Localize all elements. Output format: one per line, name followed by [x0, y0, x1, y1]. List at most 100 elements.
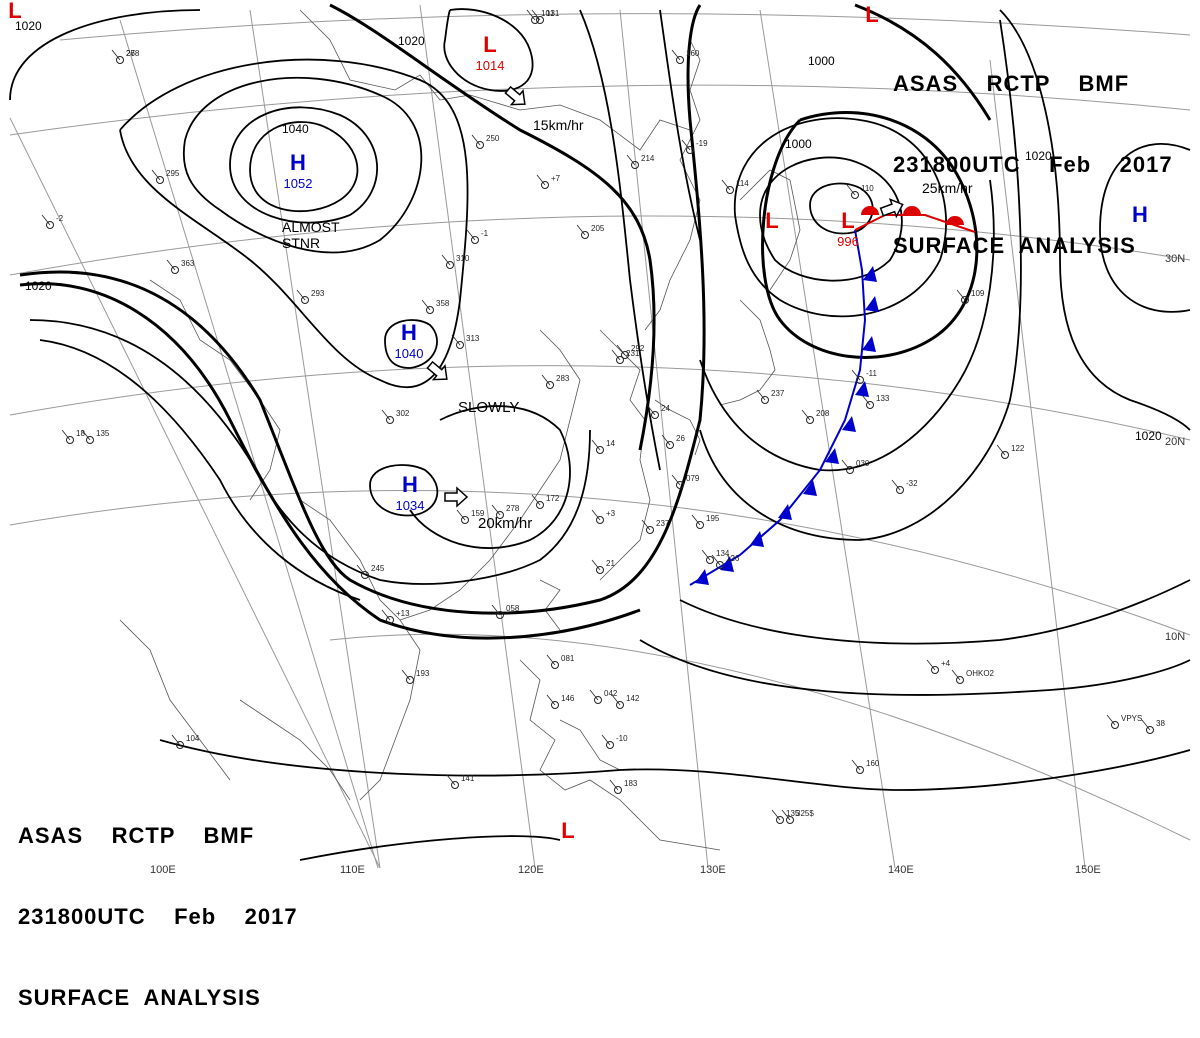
isobar-label: 1000	[785, 137, 812, 151]
wind-barb	[526, 9, 536, 21]
header-line-2: 231800UTC Feb 2017	[893, 152, 1173, 177]
station-value: 250	[486, 134, 500, 143]
lon-label: 100E	[150, 864, 176, 876]
station-value: 160	[866, 759, 880, 768]
latitude-line	[9, 490, 1191, 636]
wind-barb	[296, 289, 306, 301]
station-circle	[386, 616, 394, 624]
wind-barb	[1106, 714, 1116, 726]
wind-barb	[671, 474, 681, 486]
longitude-line	[759, 9, 896, 869]
station-circle	[1001, 451, 1009, 459]
longitude-line	[619, 9, 709, 869]
station-circle	[361, 571, 369, 579]
station-circle	[1146, 726, 1154, 734]
longitude-line	[989, 59, 1086, 869]
motion-label: 25km/hr	[922, 180, 973, 196]
station-value: 268	[126, 49, 140, 58]
station-value: +13	[396, 609, 410, 618]
wind-barb	[81, 429, 91, 441]
station-value: 159	[471, 509, 485, 518]
wind-barb	[589, 689, 599, 701]
station-circle	[476, 141, 484, 149]
station-circle	[551, 701, 559, 709]
station-circle	[896, 486, 904, 494]
isobar-heavy	[761, 111, 979, 359]
isobar-heavy	[19, 282, 641, 640]
station-circle	[806, 416, 814, 424]
station-value: 109	[971, 289, 985, 298]
isobar	[249, 121, 359, 213]
station-circle	[686, 146, 694, 154]
wind-barb	[851, 369, 861, 381]
station-circle	[616, 356, 624, 364]
station-circle	[851, 191, 859, 199]
station-circle	[761, 396, 769, 404]
lon-label: 110E	[340, 864, 365, 876]
station-value: 135	[96, 429, 110, 438]
station-circle	[931, 666, 939, 674]
wind-barb	[701, 549, 711, 561]
station-circle	[856, 376, 864, 384]
motion-label: ALMOST	[282, 219, 340, 235]
wind-barb	[1141, 719, 1151, 731]
station-circle	[536, 16, 544, 24]
isobar	[679, 579, 1191, 645]
station-circle	[726, 186, 734, 194]
isobar	[39, 339, 361, 601]
wind-barb	[851, 759, 861, 771]
wind-barb	[381, 609, 391, 621]
station-value: -2	[56, 214, 64, 223]
station-value: VPYS	[1121, 714, 1142, 723]
station-value: 283	[556, 374, 570, 383]
station-circle	[86, 436, 94, 444]
isobar	[759, 156, 903, 282]
lat-label: 20N	[1165, 436, 1185, 448]
wind-barb	[421, 299, 431, 311]
station-value: 278	[506, 504, 520, 513]
wind-barb	[626, 154, 636, 166]
wind-barb	[711, 554, 721, 566]
cold-front-triangle	[720, 556, 734, 572]
center-pressure-value: 1040	[395, 346, 424, 361]
station-plots: 268 295 -2 363 293 310 358 313 -1 302 18 135 245 +13 1…	[41, 9, 1165, 824]
station-circle	[551, 661, 559, 669]
wind-barb	[591, 509, 601, 521]
station-value: 042	[604, 689, 618, 698]
station-circle	[581, 231, 589, 239]
chart-header-top: ASAS RCTP BMF 231800UTC Feb 2017 SURFACE…	[893, 16, 1173, 286]
coastline	[539, 579, 561, 631]
station-circle	[546, 381, 554, 389]
station-value: 134	[716, 549, 730, 558]
station-value: 142	[626, 694, 640, 703]
low-center-symbol: L	[483, 32, 496, 57]
wind-barb	[61, 429, 71, 441]
center-pressure-value: 1034	[396, 498, 425, 513]
isobar	[734, 117, 947, 318]
station-value: +3	[606, 509, 616, 518]
station-circle	[446, 261, 454, 269]
isobar	[999, 9, 1191, 431]
station-value: 293	[311, 289, 325, 298]
longitude-line	[419, 4, 536, 869]
cold-front-triangle	[865, 296, 879, 312]
high-center-symbol: H	[401, 320, 417, 345]
wind-barb	[546, 694, 556, 706]
wind-barb	[681, 139, 691, 151]
isobar	[579, 9, 661, 471]
station-value: +4	[941, 659, 951, 668]
station-value: 313	[466, 334, 480, 343]
header-line-3: SURFACE ANALYSIS	[893, 233, 1136, 258]
latitude-line	[59, 13, 1191, 41]
station-value: 160	[686, 49, 700, 58]
station-value: 030	[856, 459, 870, 468]
isobar	[159, 739, 1191, 791]
coastline	[719, 299, 776, 406]
motion-arrow-shape	[426, 360, 448, 381]
coastline	[149, 279, 281, 501]
wind-barb	[536, 174, 546, 186]
low-center-symbol: L	[865, 2, 878, 27]
center-pressure-value: 1014	[476, 58, 505, 73]
fronts	[689, 206, 976, 586]
cold-front-triangle	[695, 569, 709, 585]
